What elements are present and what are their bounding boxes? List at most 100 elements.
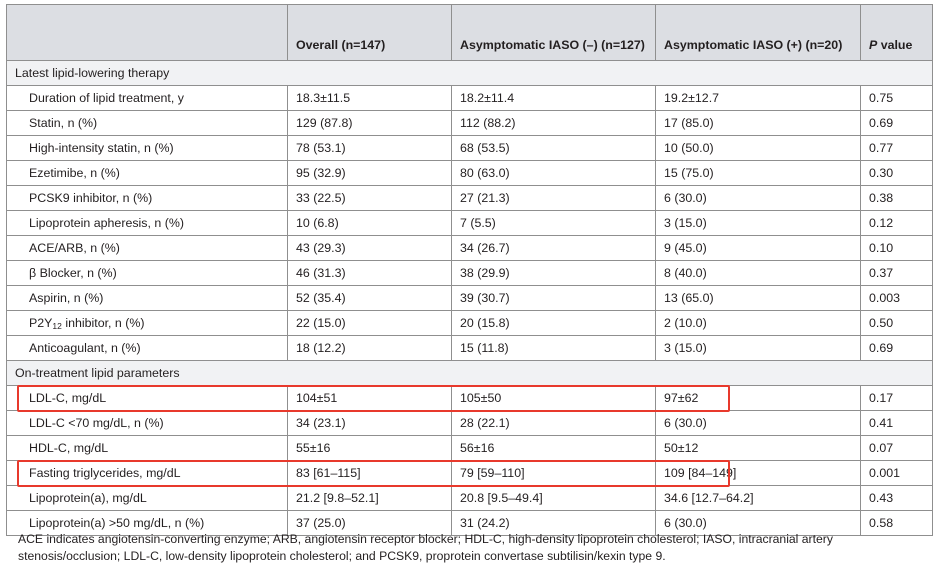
cell-overall: 52 (35.4) [287, 285, 452, 311]
cell-overall: 22 (15.0) [287, 310, 452, 336]
table-row: LDL-C, mg/dL 104±51 105±50 97±62 0.17 [6, 385, 933, 411]
table-footnote: ACE indicates angiotensin-converting enz… [18, 532, 833, 563]
row-label: Lipoprotein(a), mg/dL [6, 485, 288, 511]
row-label-text: Ezetimibe, n (%) [29, 166, 120, 180]
cell-overall: 37 (25.0) [287, 510, 452, 536]
cell-p-value: 0.30 [860, 160, 933, 186]
cell-p-value: 0.69 [860, 110, 933, 136]
cell-p-value: 0.001 [860, 460, 933, 486]
cell-p-value: 0.69 [860, 335, 933, 361]
cell-p-value: 0.07 [860, 435, 933, 461]
cell-iaso-positive: 3 (15.0) [655, 335, 861, 361]
row-label-text: Fasting triglycerides, mg/dL [29, 466, 181, 480]
row-label-text: LDL-C <70 mg/dL, n (%) [29, 416, 164, 430]
cell-iaso-negative: 27 (21.3) [451, 185, 656, 211]
cell-overall: 10 (6.8) [287, 210, 452, 236]
cell-iaso-negative: 39 (30.7) [451, 285, 656, 311]
row-label: High-intensity statin, n (%) [6, 135, 288, 161]
row-label: LDL-C <70 mg/dL, n (%) [6, 410, 288, 436]
cell-overall: 34 (23.1) [287, 410, 452, 436]
cell-iaso-positive: 10 (50.0) [655, 135, 861, 161]
table-row: ACE/ARB, n (%) 43 (29.3) 34 (26.7) 9 (45.0)… [6, 235, 933, 261]
cell-iaso-negative: 7 (5.5) [451, 210, 656, 236]
cell-iaso-positive: 6 (30.0) [655, 510, 861, 536]
row-label-text: Statin, n (%) [29, 116, 98, 130]
cell-iaso-positive: 34.6 [12.7–64.2] [655, 485, 861, 511]
cell-iaso-positive: 6 (30.0) [655, 185, 861, 211]
row-label-text: Lipoprotein(a), mg/dL [29, 491, 147, 505]
row-label: Duration of lipid treatment, y [6, 85, 288, 111]
table-row: Fasting triglycerides, mg/dL 83 [61–115] 7… [6, 460, 933, 486]
p-value-suffix: value [877, 38, 913, 52]
row-label-text: β Blocker, n (%) [29, 266, 117, 280]
cell-iaso-positive: 9 (45.0) [655, 235, 861, 261]
row-label: Fasting triglycerides, mg/dL [6, 460, 288, 486]
row-label-subscript: 12 [52, 320, 62, 331]
cell-overall: 95 (32.9) [287, 160, 452, 186]
table-row: PCSK9 inhibitor, n (%) 33 (22.5) 27 (21.3)… [6, 185, 933, 211]
cell-p-value: 0.75 [860, 85, 933, 111]
cell-iaso-negative: 20.8 [9.5–49.4] [451, 485, 656, 511]
cell-p-value: 0.41 [860, 410, 933, 436]
cell-iaso-negative: 79 [59–110] [451, 460, 656, 486]
table-row: LDL-C <70 mg/dL, n (%) 34 (23.1) 28 (22.1)… [6, 410, 933, 436]
row-label: P2Y12 inhibitor, n (%) [6, 310, 288, 336]
cell-iaso-positive: 19.2±12.7 [655, 85, 861, 111]
table-row: Lipoprotein(a) >50 mg/dL, n (%) 37 (25.0)… [6, 510, 933, 536]
table-row: β Blocker, n (%) 46 (31.3) 38 (29.9) 8 (40.… [6, 260, 933, 286]
cell-iaso-negative: 34 (26.7) [451, 235, 656, 261]
cell-p-value: 0.10 [860, 235, 933, 261]
cell-p-value: 0.77 [860, 135, 933, 161]
cell-iaso-negative: 20 (15.8) [451, 310, 656, 336]
row-label: ACE/ARB, n (%) [6, 235, 288, 261]
section-row: Latest lipid-lowering therapy [6, 60, 933, 86]
row-label: Aspirin, n (%) [6, 285, 288, 311]
row-label-text: LDL-C, mg/dL [29, 391, 107, 405]
header-characteristic [6, 4, 288, 61]
row-label: Lipoprotein(a) >50 mg/dL, n (%) [6, 510, 288, 536]
cell-p-value: 0.50 [860, 310, 933, 336]
header-row: Overall (n=147) Asymptomatic IASO (–) (n… [6, 4, 933, 61]
row-label: Ezetimibe, n (%) [6, 160, 288, 186]
cell-p-value: 0.17 [860, 385, 933, 411]
cell-iaso-negative: 68 (53.5) [451, 135, 656, 161]
cell-iaso-negative: 105±50 [451, 385, 656, 411]
section-title: On-treatment lipid parameters [6, 360, 933, 386]
cell-p-value: 0.43 [860, 485, 933, 511]
cell-iaso-positive: 8 (40.0) [655, 260, 861, 286]
row-label-text: Lipoprotein apheresis, n (%) [29, 216, 184, 230]
row-label-text: Lipoprotein(a) >50 mg/dL, n (%) [29, 516, 205, 530]
cell-iaso-negative: 31 (24.2) [451, 510, 656, 536]
table-row: Lipoprotein apheresis, n (%) 10 (6.8) 7 (5… [6, 210, 933, 236]
cell-overall: 55±16 [287, 435, 452, 461]
table-row: P2Y12 inhibitor, n (%) 22 (15.0) 20 (15.8)… [6, 310, 933, 336]
row-label: Lipoprotein apheresis, n (%) [6, 210, 288, 236]
row-label-text: PCSK9 inhibitor, n (%) [29, 191, 153, 205]
row-label: Anticoagulant, n (%) [6, 335, 288, 361]
cell-iaso-positive: 50±12 [655, 435, 861, 461]
cell-iaso-negative: 38 (29.9) [451, 260, 656, 286]
cell-iaso-positive: 13 (65.0) [655, 285, 861, 311]
row-label-text: Anticoagulant, n (%) [29, 341, 141, 355]
cell-overall: 18 (12.2) [287, 335, 452, 361]
table-row: Anticoagulant, n (%) 18 (12.2) 15 (11.8) 3 … [6, 335, 933, 361]
row-label: HDL-C, mg/dL [6, 435, 288, 461]
header-iaso-positive: Asymptomatic IASO (+) (n=20) [655, 4, 861, 61]
cell-overall: 78 (53.1) [287, 135, 452, 161]
table-row: Aspirin, n (%) 52 (35.4) 39 (30.7) 13 (65.0… [6, 285, 933, 311]
cell-p-value: 0.37 [860, 260, 933, 286]
cell-p-value: 0.003 [860, 285, 933, 311]
section-row: On-treatment lipid parameters [6, 360, 933, 386]
row-label-text: Aspirin, n (%) [29, 291, 104, 305]
cell-iaso-negative: 112 (88.2) [451, 110, 656, 136]
row-label-text: ACE/ARB, n (%) [29, 241, 120, 255]
cell-iaso-negative: 15 (11.8) [451, 335, 656, 361]
cell-iaso-negative: 18.2±11.4 [451, 85, 656, 111]
cell-overall: 46 (31.3) [287, 260, 452, 286]
cell-overall: 129 (87.8) [287, 110, 452, 136]
row-label-text: P2Y [29, 315, 53, 330]
table-row: HDL-C, mg/dL 55±16 56±16 50±12 0.07 [6, 435, 933, 461]
header-iaso-negative: Asymptomatic IASO (–) (n=127) [451, 4, 656, 61]
cell-iaso-positive: 6 (30.0) [655, 410, 861, 436]
cell-iaso-positive: 17 (85.0) [655, 110, 861, 136]
